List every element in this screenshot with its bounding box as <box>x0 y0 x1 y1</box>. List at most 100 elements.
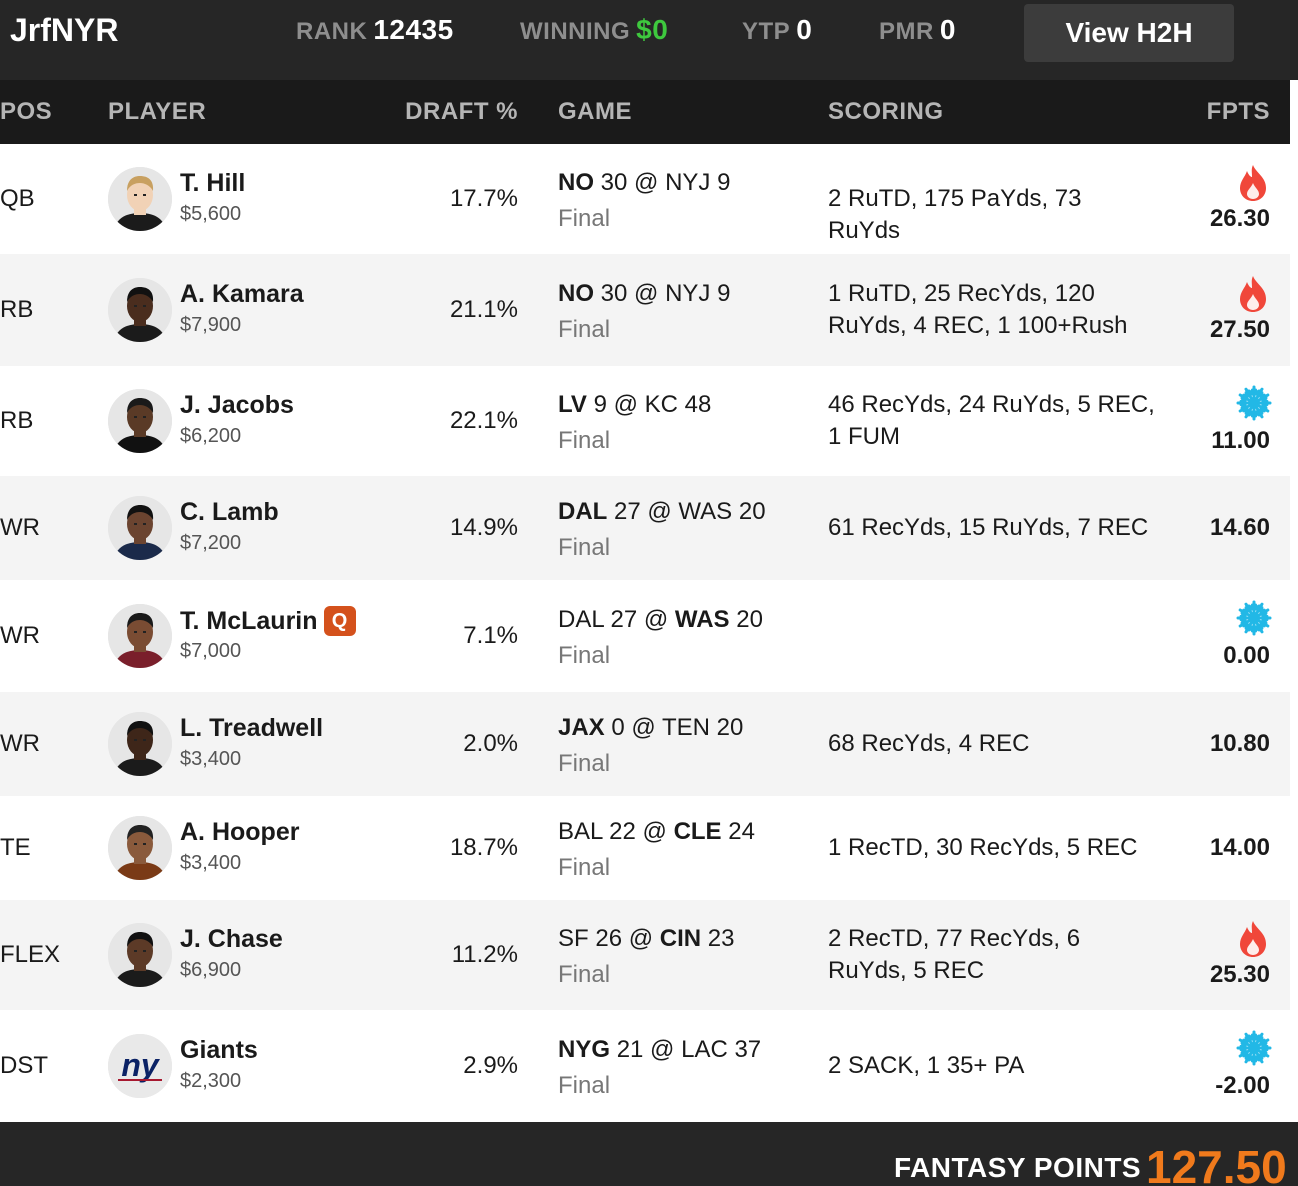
player-name[interactable]: A. Kamara <box>180 280 304 308</box>
scoring-breakdown: 2 RuTD, 175 PaYds, 73 RuYds <box>828 185 1082 244</box>
player-salary: $7,900 <box>180 314 242 336</box>
draft-percent: 21.1% <box>449 296 518 323</box>
game-score: NO 30 @ NYJ 9 <box>558 169 731 196</box>
draft-percent: 2.9% <box>463 1052 518 1079</box>
game-score: LV 9 @ KC 48 <box>558 391 712 418</box>
player-name-cell[interactable]: A. Kamara <box>180 280 304 309</box>
player-avatar[interactable] <box>108 167 172 231</box>
away-score: 27 <box>614 498 641 525</box>
player-avatar[interactable] <box>108 496 172 560</box>
position: RB <box>0 407 34 434</box>
player-avatar[interactable] <box>108 389 172 453</box>
ytp-value: 0 <box>796 14 813 45</box>
draft-percent: 18.7% <box>449 834 518 861</box>
home-team: CLE <box>673 818 722 845</box>
snowflake-icon <box>1236 385 1272 425</box>
player-name[interactable]: J. Chase <box>180 925 283 953</box>
lineup-row[interactable]: WR L. Treadwell $3,400 2.0% JAX 0 @ TEN 20 Fi… <box>0 692 1290 796</box>
player-name-cell[interactable]: Giants <box>180 1036 258 1065</box>
away-team: BAL <box>558 818 603 845</box>
lineup-table-header: POS PLAYER DRAFT % GAME SCORING FPTS <box>0 80 1290 144</box>
scoring-breakdown: 61 RecYds, 15 RuYds, 7 REC <box>828 514 1149 541</box>
pmr-value: 0 <box>939 14 956 45</box>
position: RB <box>0 296 34 323</box>
home-team: NYJ <box>665 169 711 196</box>
player-avatar[interactable] <box>108 712 172 776</box>
player-avatar[interactable] <box>108 923 172 987</box>
position: DST <box>0 1052 48 1079</box>
fire-icon <box>1236 919 1270 959</box>
player-name[interactable]: T. McLaurin <box>180 607 318 635</box>
away-team: SF <box>558 925 589 952</box>
lineup-row[interactable]: TE A. Hooper $3,400 18.7% BAL 22 @ CLE 24 Fin… <box>0 796 1290 900</box>
column-game[interactable]: GAME <box>558 98 632 125</box>
column-player[interactable]: PLAYER <box>108 98 207 125</box>
player-avatar[interactable] <box>108 604 172 668</box>
game-status: Final <box>558 316 611 343</box>
column-pos[interactable]: POS <box>0 98 53 125</box>
home-score: 24 <box>728 818 755 845</box>
column-fpts[interactable]: FPTS <box>1206 98 1270 125</box>
lineup-row[interactable]: RB J. Jacobs $6,200 22.1% LV 9 @ KC 48 Final 4… <box>0 366 1290 476</box>
draft-percent: 14.9% <box>449 514 518 541</box>
fantasy-points: 14.60 <box>1209 514 1270 541</box>
lineup-row[interactable]: WR C. Lamb $7,200 14.9% DAL 27 @ WAS 20 Final… <box>0 476 1290 580</box>
away-score: 22 <box>609 818 636 845</box>
player-name[interactable]: J. Jacobs <box>180 391 294 419</box>
home-team: TEN <box>661 714 710 741</box>
player-name-cell[interactable]: J. Chase <box>180 925 283 954</box>
player-name-cell[interactable]: A. Hooper <box>180 818 299 847</box>
lineup-row[interactable]: FLEX J. Chase $6,900 11.2% SF 26 @ CIN 23 Fin… <box>0 900 1290 1010</box>
player-name-cell[interactable]: T. McLaurin Q <box>180 606 356 636</box>
column-scoring[interactable]: SCORING <box>828 98 944 125</box>
away-team: DAL <box>558 606 604 633</box>
player-name-cell[interactable]: J. Jacobs <box>180 391 294 420</box>
home-score: 20 <box>736 606 763 633</box>
ytp-stat: YTP 0 <box>742 14 812 46</box>
username: JrfNYR <box>10 12 119 48</box>
game-score: JAX 0 @ TEN 20 <box>558 714 744 741</box>
home-team: WAS <box>674 606 730 633</box>
player-name-cell[interactable]: L. Treadwell <box>180 714 323 743</box>
away-score: 21 <box>616 1036 644 1063</box>
player-name[interactable]: C. Lamb <box>180 498 279 526</box>
draft-percent: 11.2% <box>451 941 518 968</box>
view-h2h-button[interactable]: View H2H <box>1024 4 1234 62</box>
lineup-row[interactable]: QB T. Hill $5,600 17.7% NO 30 @ NYJ 9 Final 2 … <box>0 144 1290 254</box>
home-team: WAS <box>678 498 733 525</box>
player-name-cell[interactable]: C. Lamb <box>180 498 279 527</box>
game-status: Final <box>558 205 611 232</box>
away-score: 30 <box>600 169 628 196</box>
away-score: 27 <box>610 606 638 633</box>
column-draft-percent[interactable]: DRAFT % <box>405 98 518 125</box>
pmr-stat: PMR 0 <box>879 14 956 46</box>
lineup-row[interactable]: RB A. Kamara $7,900 21.1% NO 30 @ NYJ 9 Final… <box>0 254 1290 366</box>
player-avatar[interactable] <box>108 816 172 880</box>
player-name[interactable]: T. Hill <box>180 169 246 197</box>
player-name-cell[interactable]: T. Hill <box>180 169 245 198</box>
player-name[interactable]: L. Treadwell <box>180 714 324 742</box>
player-name[interactable]: Giants <box>180 1036 258 1064</box>
player-name[interactable]: A. Hooper <box>180 818 300 846</box>
player-avatar[interactable] <box>108 278 172 342</box>
lineup-row[interactable]: WR T. McLaurin Q $7,000 7.1% DAL 27 @ WAS 20 F… <box>0 580 1290 692</box>
player-salary: $7,000 <box>180 640 242 662</box>
away-team: DAL <box>558 498 608 525</box>
game-status: Final <box>558 642 611 669</box>
player-salary: $2,300 <box>180 1070 242 1092</box>
position: WR <box>0 730 40 757</box>
position: WR <box>0 622 40 649</box>
team-logo[interactable]: ny <box>108 1034 172 1098</box>
game-status: Final <box>558 750 611 777</box>
draft-percent: 22.1% <box>449 407 518 434</box>
away-team: NYG <box>558 1036 611 1063</box>
position: WR <box>0 514 40 541</box>
home-team: NYJ <box>665 280 711 307</box>
game-status: Final <box>558 427 611 454</box>
winning-value: $0 <box>636 14 669 45</box>
draft-percent: 7.1% <box>463 622 518 649</box>
ytp-label: YTP <box>742 18 791 45</box>
lineup-row[interactable]: DST ny Giants $2,300 2.9% NYG 21 @ LAC 37 Fina… <box>0 1010 1290 1122</box>
game-status: Final <box>558 534 611 561</box>
player-salary: $3,400 <box>180 852 242 874</box>
